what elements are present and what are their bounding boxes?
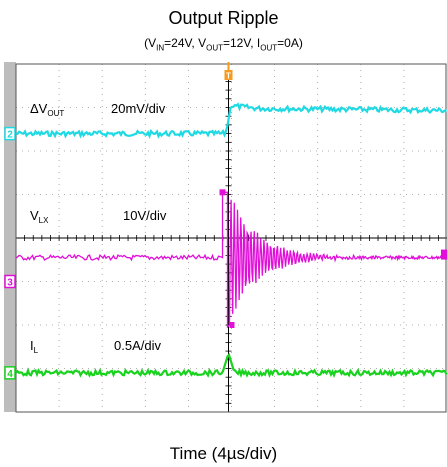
channel-label: IL bbox=[30, 338, 39, 355]
subtitle-subscript: IN bbox=[156, 43, 165, 53]
channel-marker-2: 2 bbox=[4, 126, 16, 141]
channel-label: VLX bbox=[30, 208, 49, 225]
traces: T bbox=[15, 62, 447, 379]
channel-marker-number: 2 bbox=[7, 130, 13, 141]
channel-scale-label: 20mV/div bbox=[111, 101, 166, 116]
channel-label-subscript: L bbox=[34, 346, 39, 355]
channel-scale-label: 10V/div bbox=[123, 208, 167, 223]
channel-label-main: I bbox=[30, 338, 34, 353]
channel-scale-label: 0.5A/div bbox=[114, 338, 161, 353]
channel-marker-3: 3 bbox=[4, 274, 16, 289]
subtitle-text: =12V, I bbox=[222, 36, 261, 50]
subtitle-text: (V bbox=[144, 36, 157, 50]
subtitle-text: =0A) bbox=[277, 36, 303, 50]
subtitle-subscript: OUT bbox=[260, 43, 278, 53]
channel-marker-number: 4 bbox=[7, 369, 13, 380]
trace-vlx-marker bbox=[229, 322, 235, 328]
trace-inductor-current bbox=[15, 352, 447, 379]
channel-marker-box bbox=[4, 274, 16, 289]
trace-vlx-end-marker bbox=[441, 249, 447, 260]
chart-subtitle: (VIN=24V, VOUT=12V, IOUT=0A) bbox=[0, 36, 447, 52]
channel-label-subscript: LX bbox=[39, 216, 49, 225]
plot-border bbox=[15, 63, 447, 413]
trigger-marker-label: T bbox=[226, 72, 231, 81]
channel-labels: 2 ΔVOUT 20mV/div VLX 10V/div 3 4 IL 0.5A/div bbox=[4, 101, 167, 380]
channel-marker-box bbox=[4, 126, 16, 141]
trace-vlx-marker bbox=[219, 189, 226, 196]
subtitle-subscript: OUT bbox=[206, 43, 223, 53]
channel-marker-number: 3 bbox=[7, 278, 13, 289]
trigger-marker: T bbox=[224, 62, 233, 81]
subtitle-text: =24V, V bbox=[164, 36, 207, 50]
channel-marker-4: 4 bbox=[4, 366, 16, 380]
channel-marker-strip bbox=[4, 62, 16, 412]
x-axis-label: Time (4µs/div) bbox=[169, 444, 278, 463]
channel-label-subscript: OUT bbox=[47, 109, 64, 118]
channel-marker-box bbox=[4, 366, 16, 380]
trigger-marker-box bbox=[224, 70, 233, 80]
plot-background bbox=[0, 62, 447, 412]
chart-title: Output Ripple bbox=[168, 8, 279, 28]
trace-delta-vout bbox=[15, 102, 447, 140]
channel-label: ΔVOUT bbox=[30, 101, 64, 118]
channel-label-main: ΔV bbox=[30, 101, 48, 116]
trace-vlx bbox=[15, 191, 447, 329]
channel-label-main: V bbox=[30, 208, 39, 223]
